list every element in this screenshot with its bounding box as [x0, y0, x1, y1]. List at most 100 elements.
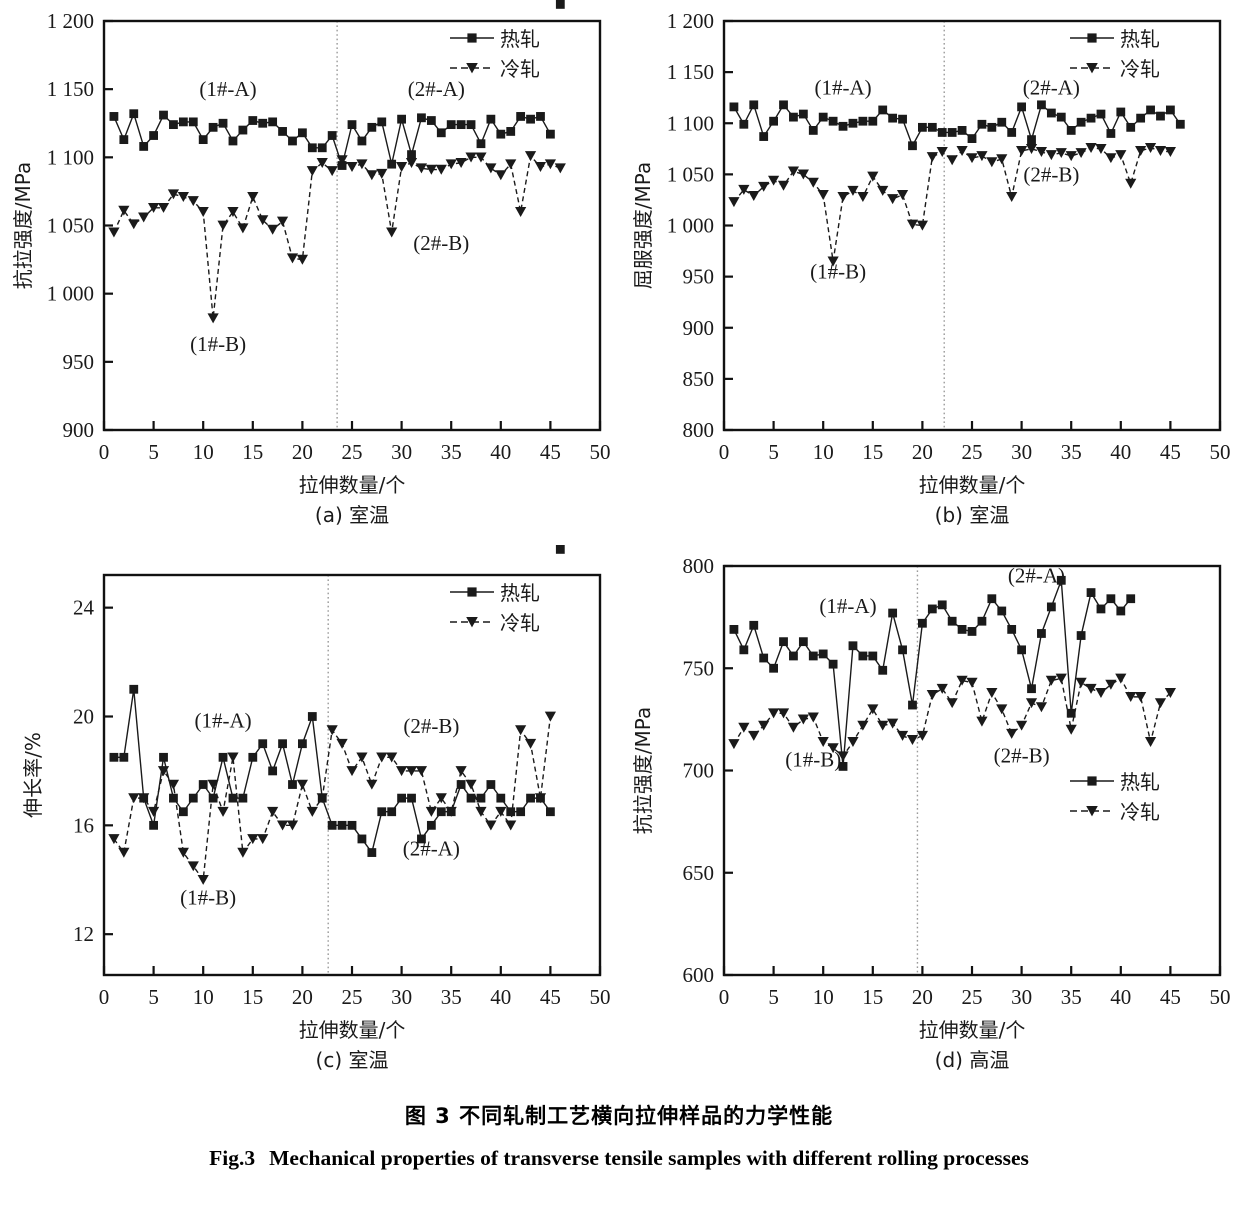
data-point-triangle — [1154, 698, 1167, 709]
data-point-square — [476, 793, 486, 803]
data-point-square — [208, 122, 218, 132]
data-point-triangle — [1115, 150, 1127, 161]
data-point-square — [1007, 128, 1017, 137]
data-point-square — [818, 649, 828, 659]
data-point-square — [1136, 113, 1146, 123]
data-point-triangle — [1065, 724, 1077, 735]
data-point-square — [749, 100, 759, 110]
data-point-square — [1066, 708, 1076, 718]
data-point-square — [987, 594, 997, 604]
data-point-triangle — [296, 254, 308, 265]
data-point-square — [198, 135, 208, 145]
data-point-square — [546, 807, 555, 817]
data-point-triangle — [1025, 698, 1038, 709]
data-point-square — [278, 127, 287, 136]
series-cold-rolled — [108, 151, 566, 324]
y-tick-label: 1 150 — [47, 77, 94, 101]
data-point-square — [888, 113, 898, 123]
data-point-square — [139, 142, 149, 151]
data-point-square — [555, 0, 565, 9]
data-point-square — [1007, 624, 1017, 634]
data-point-triangle — [827, 743, 839, 754]
data-point-triangle — [956, 675, 968, 686]
chart-panel-b: 800 850 900 950 1 000 1 050 1 100 1 150 1 200 0 5 1… — [620, 0, 1238, 545]
data-point-triangle — [118, 847, 130, 858]
data-point-triangle — [495, 170, 507, 181]
series-annotation: (1#-A) — [199, 77, 256, 101]
x-tick-label: 20 — [292, 440, 313, 464]
data-point-square — [526, 114, 535, 124]
series-line — [733, 677, 1171, 758]
data-point-square — [828, 116, 838, 126]
y-tick-label: 950 — [63, 350, 95, 374]
data-point-square — [178, 117, 188, 127]
data-point-triangle — [787, 166, 800, 177]
y-tick-label: 1 200 — [667, 9, 714, 33]
data-point-square — [397, 793, 406, 803]
y-axis-title: 抗拉强度/MPa — [631, 707, 655, 834]
y-axis: 600 650 700 750 800 — [683, 554, 733, 987]
x-tick-label: 25 — [962, 440, 983, 464]
data-point-triangle — [505, 820, 517, 831]
chart-svg-a: 900 950 1 000 1 050 1 100 1 150 1 200 0 5 10 15 20 2… — [11, 0, 611, 527]
data-point-square — [789, 112, 798, 122]
data-point-triangle — [157, 766, 170, 777]
chart-svg-d: 600 650 700 750 800 0 5 10 15 20 25 30 35 40 45 50 拉伸数量/… — [631, 554, 1231, 1072]
data-point-square — [159, 752, 168, 762]
data-point-triangle — [857, 720, 869, 731]
data-point-square — [317, 143, 327, 153]
x-tick-label: 0 — [99, 985, 110, 1009]
data-point-triangle — [554, 163, 566, 174]
data-point-triangle — [996, 154, 1008, 165]
data-point-triangle — [148, 806, 160, 817]
series-annotation: (1#-A) — [194, 708, 251, 732]
data-point-square — [759, 653, 769, 663]
x-tick-label: 25 — [342, 440, 363, 464]
data-point-square — [506, 807, 516, 817]
y-axis-title: 抗拉强度/MPa — [11, 162, 35, 289]
x-axis: 0 5 10 15 20 25 30 35 40 45 50 — [719, 421, 1231, 464]
series-annotation: (2#-A) — [1023, 76, 1080, 100]
data-point-square — [947, 616, 957, 626]
data-point-triangle — [1085, 142, 1097, 153]
data-point-square — [848, 118, 858, 128]
x-tick-label: 0 — [719, 440, 730, 464]
data-point-square — [997, 117, 1007, 127]
data-point-triangle — [916, 220, 928, 231]
data-point-triangle — [1135, 692, 1147, 703]
data-point-square — [848, 641, 858, 651]
x-tick-label: 35 — [1061, 440, 1082, 464]
data-point-triangle — [857, 192, 869, 203]
data-point-square — [1066, 126, 1076, 135]
data-point-square — [476, 139, 486, 149]
data-point-triangle — [515, 725, 527, 736]
data-point-triangle — [495, 806, 507, 817]
x-axis-title: 拉伸数量/个 — [919, 473, 1026, 497]
data-point-triangle — [887, 194, 899, 205]
data-point-triangle — [1016, 146, 1028, 157]
x-tick-label: 5 — [148, 440, 159, 464]
data-point-triangle — [817, 190, 829, 200]
data-point-triangle — [455, 766, 467, 777]
data-point-triangle — [1085, 683, 1097, 694]
x-tick-label: 10 — [813, 985, 834, 1009]
data-point-square — [159, 110, 168, 120]
data-point-triangle — [544, 711, 556, 722]
data-point-square — [1106, 129, 1116, 138]
data-point-square — [1106, 594, 1116, 604]
data-point-square — [779, 637, 788, 647]
y-tick-label: 900 — [63, 418, 95, 442]
data-point-triangle — [1006, 728, 1018, 739]
series-cold-rolled — [728, 142, 1176, 267]
x-tick-label: 45 — [540, 985, 561, 1009]
data-point-square — [798, 109, 808, 119]
x-tick-label: 35 — [441, 985, 462, 1009]
data-point-square — [1027, 135, 1036, 145]
figure-caption: 图 3 不同轧制工艺横向拉伸样品的力学性能 Fig.3 Mechanical pr… — [0, 1100, 1238, 1171]
data-point-square — [367, 848, 377, 857]
data-point-triangle — [1105, 679, 1117, 690]
data-point-square — [109, 752, 119, 762]
data-point-triangle — [906, 735, 919, 745]
data-point-triangle — [247, 192, 259, 203]
data-point-triangle — [877, 185, 889, 196]
